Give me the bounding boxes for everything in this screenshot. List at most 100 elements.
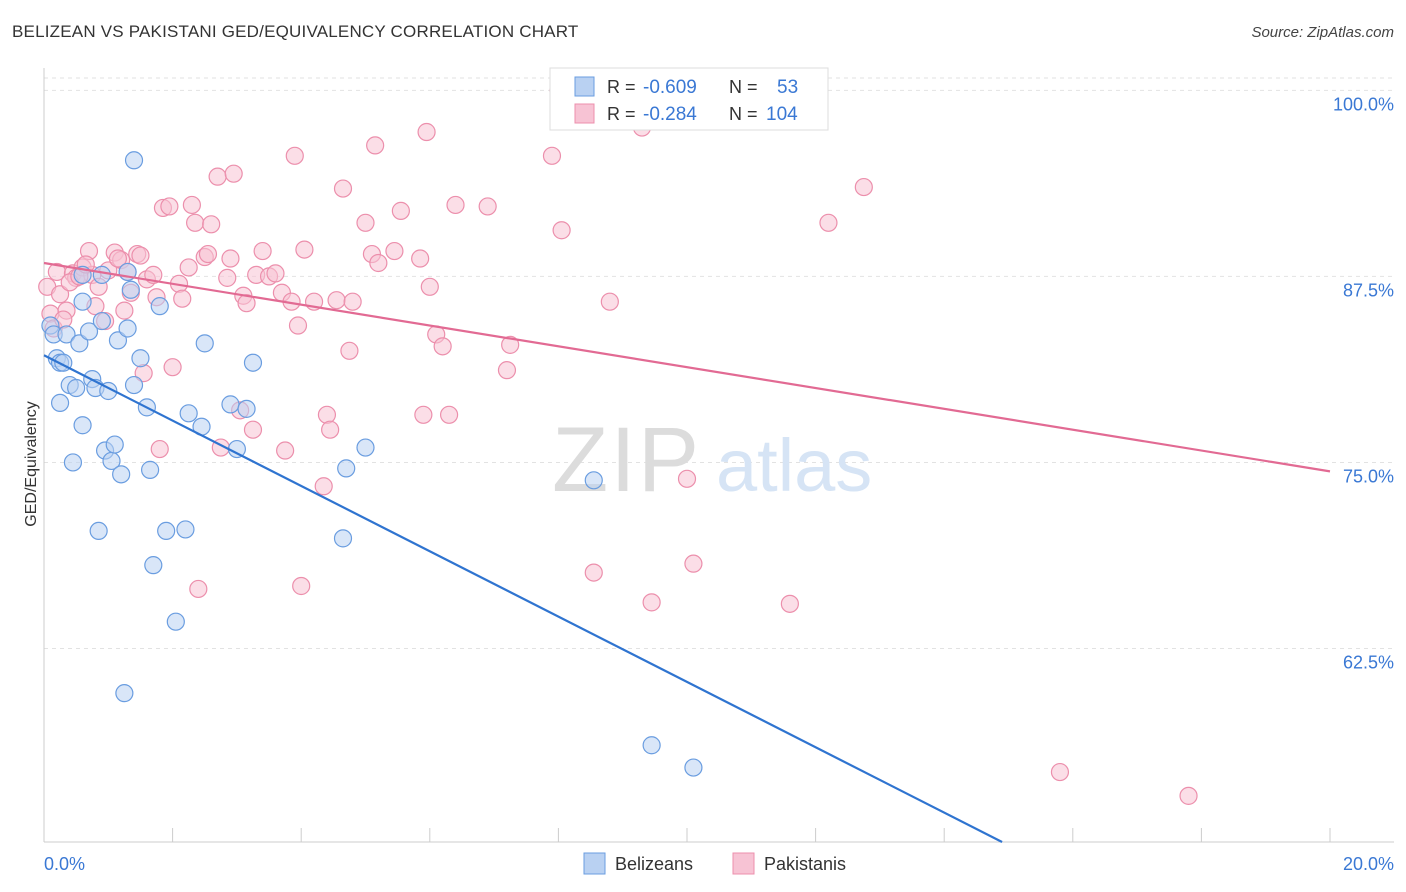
pakistani-point [266,264,285,283]
pakistani-point [189,579,208,599]
series-legend: Belizeans Pakistanis [583,852,846,875]
pakistani-point [131,246,150,265]
pakistani-point [285,146,304,165]
pakistani-point [108,249,128,268]
belizean-point [237,399,256,418]
legend-r-value-belizeans: -0.609 [643,77,697,98]
legend-r-value-pakistanis: -0.284 [643,104,697,125]
pakistani-point [780,594,799,613]
pakistani-point [295,240,314,259]
legend-swatch-belizeans [574,76,595,97]
pakistani-point [276,441,295,460]
belizean-point [140,460,160,479]
legend-swatch-pakistanis [574,103,595,124]
pakistani-point [446,195,465,215]
belizean-point [89,521,108,541]
pakistani-point [321,420,340,439]
belizean-point [333,529,353,548]
chart-title: BELIZEAN VS PAKISTANI GED/EQUIVALENCY CO… [12,22,579,41]
pakistani-point [366,136,385,155]
belizean-point [105,435,124,454]
belizean-point [67,378,86,398]
pakistani-point [439,405,459,424]
pakistani-point [163,358,182,377]
pakistani-point [642,593,661,612]
pakistani-point [1050,762,1070,782]
pakistani-point [243,420,263,439]
pakistani-point [173,289,192,308]
y-tick-label: 75.0% [1343,466,1394,486]
belizean-point [166,612,185,631]
legend-bottom-swatch-belizeans [583,852,606,875]
belizean-point [73,292,92,311]
pakistani-point [333,179,353,198]
trend-line-belizeans [43,354,1003,843]
legend-n-label-pakistanis: N = [729,104,758,124]
y-tick-label: 100.0% [1333,94,1394,114]
belizean-point [115,684,134,703]
pakistani-point [854,177,873,197]
stats-legend: R = -0.609 N = 53 R = -0.284 N = 104 [549,67,829,131]
pakistani-point [253,241,272,261]
y-tick-label: 62.5% [1343,653,1394,673]
pakistani-point [202,215,221,234]
pakistani-point [221,249,240,268]
pakistani-point [115,301,134,320]
pakistani-point [224,164,243,183]
belizean-point [221,395,240,414]
x-tick-label-min: 0.0% [44,854,85,874]
belizean-point [131,349,150,368]
trend-line-pakistanis [43,261,1331,473]
chart-source: Source: ZipAtlas.com [1251,24,1394,41]
pakistani-point [542,146,562,165]
pakistani-point [160,197,179,216]
legend-r-label-belizeans: R = [607,77,636,97]
pakistani-point [501,335,520,354]
legend-n-value-belizeans: 53 [777,77,798,98]
pakistani-point [50,285,70,304]
pakistani-point [478,197,497,216]
belizean-point [337,459,356,478]
x-tick-label-max: 20.0% [1343,854,1394,874]
pakistani-point [288,316,308,335]
pakistani-point [208,167,227,186]
pakistani-point [497,361,517,380]
pakistani-point [150,439,169,459]
belizean-point [176,520,195,539]
pakistani-point [314,477,333,496]
pakistani-point [420,277,439,296]
pakistani-point [411,249,430,268]
pakistani-point [198,244,218,264]
belizean-point [124,375,144,395]
axes-layer [43,68,1394,843]
pakistani-point [584,563,603,582]
legend-r-label-pakistanis: R = [607,104,636,124]
belizean-point [243,353,263,372]
grid-layer: 62.5% 75.0% 87.5% 100.0% [44,77,1394,673]
y-axis-label: GED/Equivalency [23,401,40,526]
pakistani-point [369,253,388,273]
legend-n-value-pakistanis: 104 [766,104,798,125]
watermark-atlas: atlas [716,424,872,507]
belizean-point [121,280,140,299]
legend-bottom-label-pakistanis: Pakistanis [764,854,846,874]
pakistani-point [552,221,571,240]
belizean-point [195,334,214,353]
pakistanis-points [38,81,1198,805]
pakistani-point [600,292,619,311]
pakistani-point [433,337,452,356]
pakistani-point [340,341,359,360]
pakistani-point [1179,786,1198,805]
pakistani-point [684,554,703,573]
belizean-point [70,334,89,353]
belizean-point [92,311,111,331]
belizean-point [157,521,176,541]
pakistani-point [327,291,346,310]
legend-bottom-swatch-pakistanis [732,852,755,875]
pakistani-point [819,213,838,232]
belizean-point [118,319,137,338]
pakistani-point [317,405,337,424]
legend-n-label-belizeans: N = [729,77,758,97]
pakistani-point [356,213,375,232]
